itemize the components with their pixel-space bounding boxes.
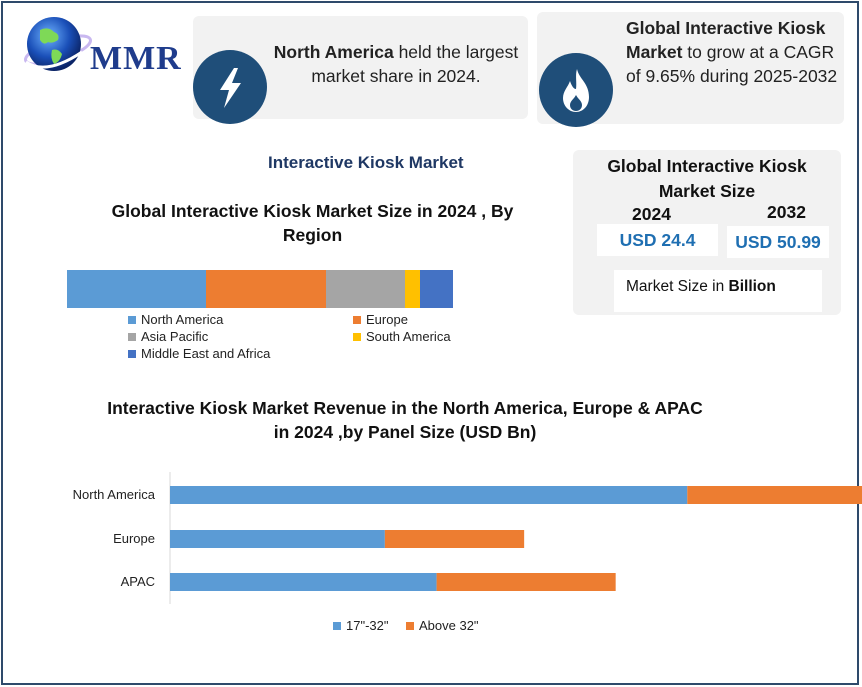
market-size-unit: Market Size in Billion — [614, 270, 822, 312]
market-size-title-line2: Market Size — [658, 181, 756, 201]
market-size-title: Global Interactive Kiosk Market Size — [573, 154, 841, 204]
region-chart-title-line2: Region — [282, 225, 343, 245]
value-2032: USD 50.99 — [727, 226, 829, 258]
insight-bold-region: North America — [273, 42, 394, 62]
legend-swatch — [406, 621, 414, 630]
region-legend-item: South America — [353, 329, 451, 345]
logo-text: MMR — [90, 40, 182, 77]
flame-icon-circle — [539, 53, 613, 127]
globe-icon — [24, 17, 92, 71]
region-chart-title-line1: Global Interactive Kiosk Market Size in … — [111, 201, 514, 221]
legend-swatch — [353, 315, 361, 324]
region-segment-north-america — [67, 270, 206, 308]
legend-swatch — [128, 349, 136, 358]
unit-bold: Billion — [728, 278, 776, 295]
insight-bold-cagr: Global Interactive Kiosk Market — [626, 18, 826, 62]
panel-legend: 17"-32" Above 32" — [333, 618, 533, 634]
legend-label: 17"-32" — [346, 618, 389, 633]
legend-label: Europe — [366, 312, 408, 327]
lightning-icon — [220, 68, 241, 108]
panel-legend-item: 17"-32" — [333, 618, 388, 634]
panel-chart-title-line2: in 2024 ,by Panel Size (USD Bn) — [273, 422, 537, 442]
year-2024-label: 2024 — [632, 204, 671, 224]
region-legend-item: North America — [128, 312, 223, 328]
legend-swatch — [333, 621, 341, 630]
panel-chart-title-line1: Interactive Kiosk Market Revenue in the … — [107, 398, 703, 418]
flame-icon — [563, 69, 589, 112]
legend-label: North America — [141, 312, 224, 327]
unit-prefix: Market Size in — [626, 278, 729, 295]
panel-legend-item: Above 32" — [406, 618, 479, 634]
region-segment-middle-east-and-africa — [420, 270, 453, 308]
insight-rest-region: held the largest market share in 2024. — [311, 42, 519, 86]
insight-text-region: North America held the largest market sh… — [271, 40, 521, 88]
legend-label: Above 32" — [419, 618, 479, 633]
year-2032-label: 2032 — [767, 202, 806, 222]
legend-label: South America — [366, 329, 451, 344]
region-segment-europe — [205, 270, 326, 308]
region-chart-title: Global Interactive Kiosk Market Size in … — [80, 199, 545, 247]
legend-swatch — [128, 315, 136, 324]
section-title: Interactive Kiosk Market — [268, 153, 464, 172]
region-segment-south-america — [404, 270, 421, 308]
region-legend-item: Europe — [353, 312, 408, 328]
lightning-icon-circle — [193, 50, 267, 124]
legend-swatch — [353, 332, 361, 341]
insight-rest-cagr: to grow at a CAGR of 9.65% during 2025-2… — [626, 42, 838, 86]
market-size-box: Global Interactive Kiosk Market Size 202… — [573, 150, 841, 315]
region-legend: North America Europe Asia Pacific South Ame… — [128, 312, 488, 364]
insight-text-cagr: Global Interactive Kiosk Market to grow … — [626, 16, 842, 88]
region-legend-item: Asia Pacific — [128, 329, 208, 345]
market-size-title-line1: Global Interactive Kiosk — [607, 156, 807, 176]
panel-chart-title: Interactive Kiosk Market Revenue in the … — [60, 396, 750, 444]
region-legend-item: Middle East and Africa — [128, 346, 270, 362]
region-segment-asia-pacific — [325, 270, 405, 308]
legend-label: Middle East and Africa — [141, 346, 271, 361]
insight-card-cagr: Global Interactive Kiosk Market to grow … — [537, 12, 844, 127]
legend-swatch — [128, 332, 136, 341]
value-2024: USD 24.4 — [597, 224, 718, 256]
mmr-logo: MMR — [12, 12, 181, 78]
legend-label: Asia Pacific — [141, 329, 209, 344]
region-stacked-bar — [67, 270, 453, 308]
insight-card-region: North America held the largest market sh… — [193, 16, 528, 124]
